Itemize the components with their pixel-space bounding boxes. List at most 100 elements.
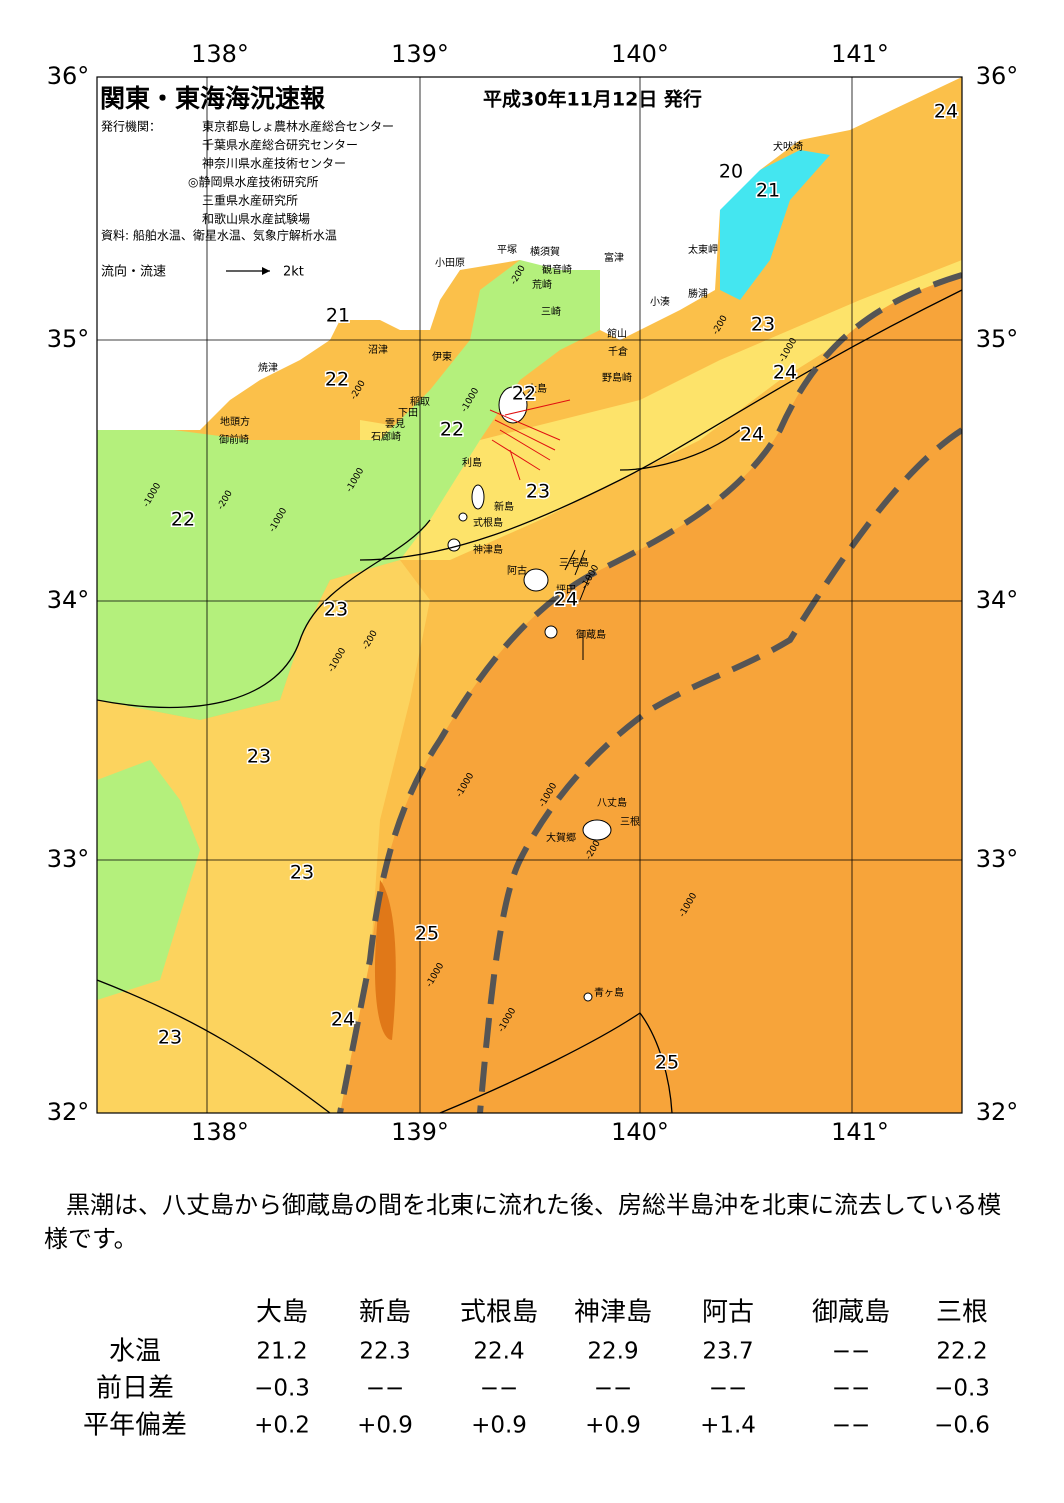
table-cell: −0.3 xyxy=(254,1376,310,1402)
longitude-label: 139° xyxy=(391,1118,449,1146)
isotherm-label: 22 xyxy=(325,369,349,391)
place-name: 沼津 xyxy=(368,343,388,356)
isotherm-label: 23 xyxy=(751,314,775,336)
longitude-label: 140° xyxy=(611,40,669,68)
table-cell: 23.7 xyxy=(702,1339,753,1365)
latitude-label: 35° xyxy=(976,325,1019,353)
latitude-label: 32° xyxy=(976,1098,1019,1126)
table-cell: −− xyxy=(366,1376,405,1402)
isotherm-label: 24 xyxy=(934,101,958,123)
graticule xyxy=(97,77,962,1113)
isotherm-label: 25 xyxy=(415,923,439,945)
isotherm-label: 23 xyxy=(526,481,550,503)
issuer-label: 発行機関： xyxy=(101,119,161,134)
isotherm-label: 21 xyxy=(756,180,780,202)
summary: 黒潮は、八丈島から御蔵島の間を北東に流れた後、房総半島沖を北東に流去している模様… xyxy=(44,1191,1002,1253)
issuer: 三重県水産研究所 xyxy=(202,193,298,208)
isotherm-label: 22 xyxy=(171,509,195,531)
isotherm-label: 23 xyxy=(324,599,348,621)
table-cell: 21.2 xyxy=(256,1339,307,1365)
place-name: 焼津 xyxy=(258,362,278,374)
sea-temperature-layer xyxy=(97,77,962,1113)
isotherm-label: 23 xyxy=(290,862,314,884)
table-cell: 22.9 xyxy=(587,1339,638,1365)
place-name: 横須賀 xyxy=(530,245,560,258)
longitude-label: 139° xyxy=(391,40,449,68)
latitude-label: 32° xyxy=(47,1098,90,1126)
isotherm-label: 24 xyxy=(773,362,797,384)
place-name: 荒崎 xyxy=(532,278,552,291)
place-name: 阿古 xyxy=(507,564,527,577)
table-cell: +1.4 xyxy=(700,1413,756,1439)
latitude-label: 34° xyxy=(47,586,90,614)
table-cell: +0.2 xyxy=(254,1413,310,1439)
legend-arrowhead xyxy=(262,267,270,275)
column-header: 阿古 xyxy=(702,1298,754,1328)
place-name: 観音崎 xyxy=(542,263,572,276)
place-name: 三崎 xyxy=(541,305,561,318)
place-name: 勝浦 xyxy=(688,287,708,300)
longitude-label: 138° xyxy=(191,40,249,68)
place-name: 千倉 xyxy=(608,345,628,358)
place-name: 坪田 xyxy=(556,583,576,596)
isotherm-label: 22 xyxy=(512,383,536,405)
place-name: 御前崎 xyxy=(219,433,249,446)
issuer: 東京都島しょ農林水産総合センター xyxy=(202,119,394,134)
column-header: 神津島 xyxy=(574,1298,652,1328)
row-label: 前日差 xyxy=(96,1374,174,1404)
place-name: 富津 xyxy=(604,251,624,264)
table-cell: 22.4 xyxy=(473,1339,524,1365)
table-cell: −− xyxy=(709,1376,748,1402)
table-cell: −0.6 xyxy=(934,1413,990,1439)
row-label: 水温 xyxy=(109,1337,161,1367)
place-name: 神津島 xyxy=(473,543,503,556)
column-header: 大島 xyxy=(256,1298,308,1328)
table-cell: −− xyxy=(594,1376,633,1402)
table-cell: −− xyxy=(832,1339,871,1365)
table-cell: −− xyxy=(832,1413,871,1439)
latitude-label: 36° xyxy=(47,62,90,90)
table-cell: −− xyxy=(480,1376,519,1402)
place-name: 小湊 xyxy=(650,295,670,308)
legend-scale: 2kt xyxy=(283,265,304,280)
isotherm-label: 22 xyxy=(440,419,464,441)
place-name: 館山 xyxy=(607,327,627,340)
place-name: 三根 xyxy=(620,815,640,828)
place-name: 雲見 xyxy=(385,418,405,430)
place-name: 下田 xyxy=(398,408,418,419)
longitude-label: 138° xyxy=(191,1118,249,1146)
place-name: 三宅島 xyxy=(559,556,589,569)
place-name: 稲取 xyxy=(410,396,430,408)
place-name: 地頭方 xyxy=(220,415,250,428)
latitude-label: 33° xyxy=(47,845,90,873)
latitude-label: 33° xyxy=(976,845,1019,873)
isotherm-label: 20 xyxy=(719,161,743,183)
title: 関東・東海海況速報 xyxy=(100,84,326,113)
latitude-label: 35° xyxy=(47,325,90,353)
table-cell: −0.3 xyxy=(934,1376,990,1402)
place-name: 伊東 xyxy=(432,350,452,363)
column-header: 御蔵島 xyxy=(812,1298,890,1328)
issue-date: 平成30年11月12日 発行 xyxy=(483,88,702,111)
isotherm-label: 24 xyxy=(554,589,578,611)
table-cell: +0.9 xyxy=(471,1413,527,1439)
issuer: 和歌山県水産試験場 xyxy=(202,211,310,226)
table-cell: 22.2 xyxy=(936,1339,987,1365)
table-cell: −− xyxy=(832,1376,871,1402)
source: 資料: 船舶水温、衛星水温、気象庁解析水温 xyxy=(101,228,337,243)
column-header: 新島 xyxy=(359,1298,411,1328)
place-name: 太東岬 xyxy=(688,243,718,256)
place-name: 大賀郷 xyxy=(546,831,576,844)
place-name: 平塚 xyxy=(497,244,517,256)
place-name: 大島 xyxy=(527,382,547,395)
map: 関東・東海海況速報 平成30年11月12日 発行 発行機関： 資料: 船舶水温、… xyxy=(47,40,1019,1146)
isotherm-label: 23 xyxy=(247,746,271,768)
issuer: 千葉県水産総合研究センター xyxy=(202,137,358,152)
column-header: 三根 xyxy=(936,1298,988,1328)
isotherm-label: 21 xyxy=(326,305,350,327)
latitude-label: 34° xyxy=(976,586,1019,614)
place-name: 利島 xyxy=(462,456,482,469)
longitude-label: 141° xyxy=(831,40,889,68)
